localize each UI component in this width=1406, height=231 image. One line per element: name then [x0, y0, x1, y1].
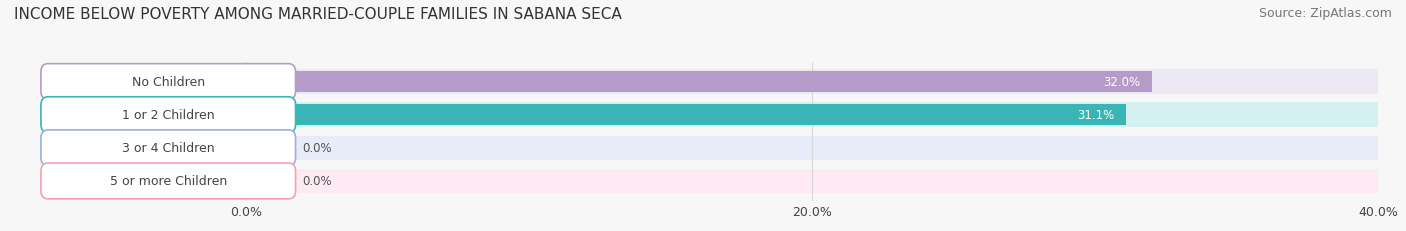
- Text: No Children: No Children: [132, 76, 205, 89]
- Text: Source: ZipAtlas.com: Source: ZipAtlas.com: [1258, 7, 1392, 20]
- FancyBboxPatch shape: [41, 97, 295, 133]
- Text: 32.0%: 32.0%: [1104, 76, 1140, 89]
- FancyBboxPatch shape: [41, 130, 295, 166]
- Text: 1 or 2 Children: 1 or 2 Children: [122, 109, 215, 122]
- Text: 5 or more Children: 5 or more Children: [110, 175, 226, 188]
- Text: INCOME BELOW POVERTY AMONG MARRIED-COUPLE FAMILIES IN SABANA SECA: INCOME BELOW POVERTY AMONG MARRIED-COUPL…: [14, 7, 621, 22]
- Text: 31.1%: 31.1%: [1077, 109, 1115, 122]
- FancyBboxPatch shape: [41, 64, 295, 100]
- Text: 0.0%: 0.0%: [302, 142, 332, 155]
- Bar: [246, 72, 1152, 92]
- Bar: [246, 138, 288, 158]
- Bar: [246, 103, 1378, 127]
- Text: 0.0%: 0.0%: [302, 175, 332, 188]
- Bar: [246, 171, 288, 191]
- Bar: [246, 136, 1378, 160]
- Text: 3 or 4 Children: 3 or 4 Children: [122, 142, 215, 155]
- FancyBboxPatch shape: [41, 163, 295, 199]
- Bar: [246, 169, 1378, 193]
- Bar: [246, 70, 1378, 94]
- Bar: [246, 105, 1126, 125]
